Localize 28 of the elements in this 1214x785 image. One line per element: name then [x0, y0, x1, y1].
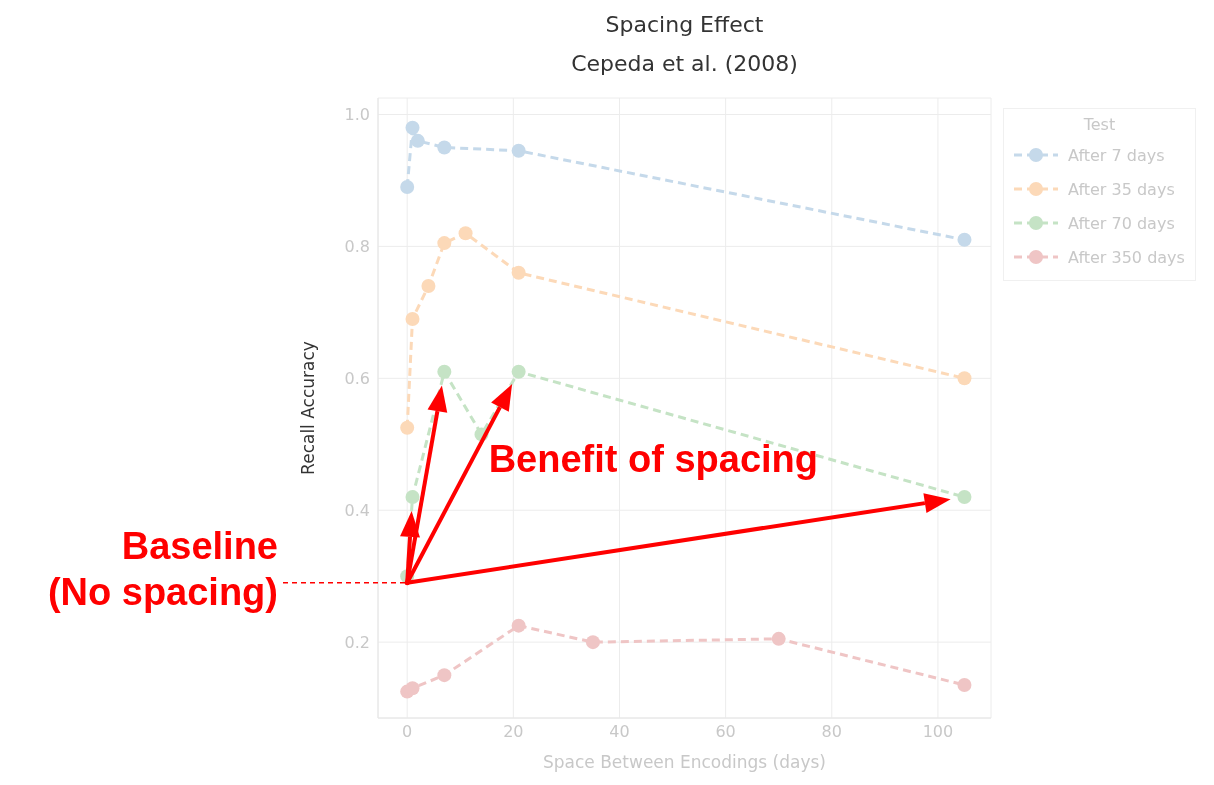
- point: [511, 143, 526, 158]
- point: [771, 631, 786, 646]
- point: [405, 311, 420, 326]
- point: [400, 420, 415, 435]
- point: [400, 180, 415, 195]
- chart-subtitle: Cepeda et al. (2008): [570, 51, 799, 76]
- point: [957, 678, 972, 693]
- point: [458, 226, 473, 241]
- point: [957, 371, 972, 386]
- point: [437, 668, 452, 683]
- point: [405, 681, 420, 696]
- point: [437, 236, 452, 251]
- point: [437, 364, 452, 379]
- point: [421, 278, 436, 293]
- point: [957, 490, 972, 505]
- point: [437, 140, 452, 155]
- y-axis-title: Recall Accuracy: [298, 341, 319, 475]
- chart-title: Spacing Effect: [604, 12, 765, 37]
- point: [405, 120, 420, 135]
- annotation: Baseline (No spacing): [47, 524, 278, 613]
- point: [511, 364, 526, 379]
- point: [957, 232, 972, 247]
- annotation: Benefit of spacing: [488, 437, 819, 480]
- point: [511, 618, 526, 633]
- point: [511, 265, 526, 280]
- point: [405, 490, 420, 505]
- point: [585, 635, 600, 650]
- point: [410, 133, 425, 148]
